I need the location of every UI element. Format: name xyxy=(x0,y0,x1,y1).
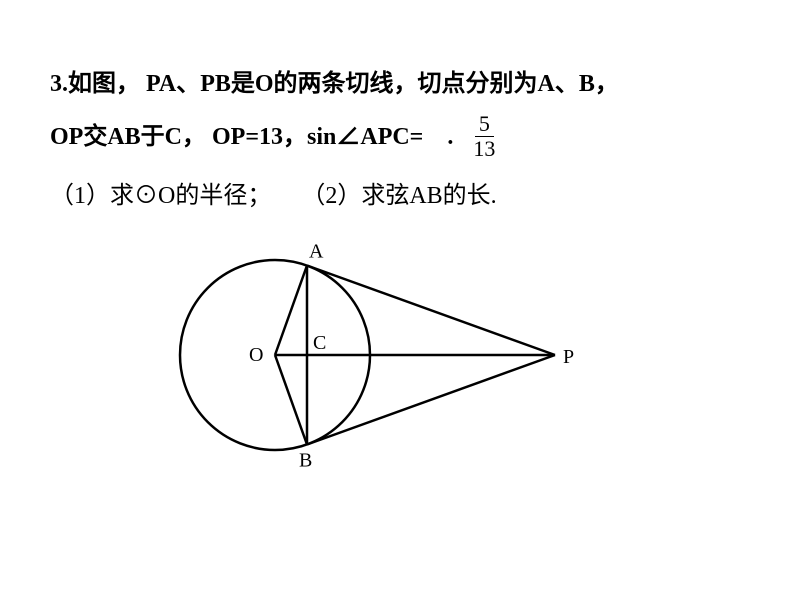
label-c: C xyxy=(313,332,326,354)
problem-line2: OP交AB于C， OP=13，sin∠APC= . 5 13 xyxy=(50,112,744,161)
label-p: P xyxy=(563,346,574,368)
line-oa xyxy=(275,266,307,356)
diagram-container: O P A B C xyxy=(50,220,744,480)
geometry-diagram: O P A B C xyxy=(160,220,580,480)
label-b: B xyxy=(299,450,312,472)
question-1: （1）求⊙O的半径； xyxy=(50,183,271,209)
label-o: O xyxy=(249,344,263,366)
problem-text-2: OP交AB于C， OP=13，sin∠APC= xyxy=(50,113,423,161)
question-2: （2）求弦AB的长. xyxy=(301,183,496,209)
period: . xyxy=(447,113,453,161)
label-a: A xyxy=(309,241,324,263)
problem-number: 3. xyxy=(50,71,68,97)
fraction-denominator: 13 xyxy=(471,137,497,161)
line-pb xyxy=(307,355,555,445)
problem-text-1: 如图， PA、PB是O的两条切线，切点分别为A、B， xyxy=(68,71,619,97)
problem-line1: 3.如图， PA、PB是O的两条切线，切点分别为A、B， xyxy=(50,60,744,108)
questions: （1）求⊙O的半径； （2）求弦AB的长. xyxy=(50,175,744,210)
fraction-numerator: 5 xyxy=(475,112,494,137)
fraction: 5 13 xyxy=(471,112,497,161)
line-ob xyxy=(275,355,307,445)
line-pa xyxy=(307,266,555,356)
